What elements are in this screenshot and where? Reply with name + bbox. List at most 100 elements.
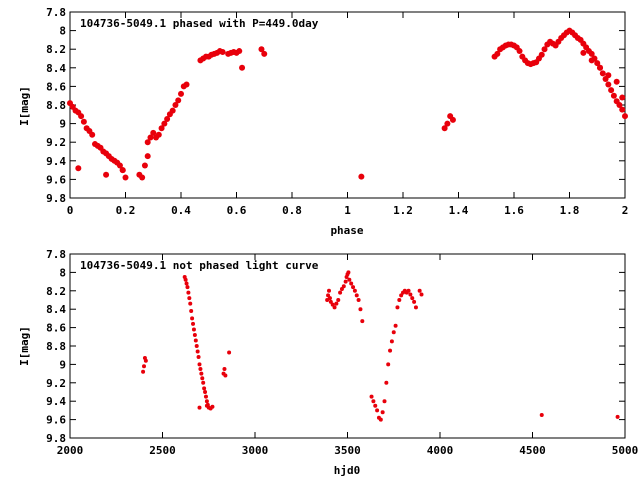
- y-tick-label: 9.4: [46, 395, 66, 408]
- data-point: [239, 64, 246, 71]
- x-tick-label: 1.8: [560, 204, 580, 217]
- data-points: [141, 270, 620, 422]
- y-tick-label: 9.8: [46, 432, 66, 445]
- data-point: [200, 376, 205, 381]
- data-point: [378, 417, 383, 422]
- data-point: [119, 167, 126, 174]
- data-point: [236, 48, 243, 55]
- data-point: [147, 134, 154, 141]
- x-tick-label: 1.4: [449, 204, 469, 217]
- data-point: [194, 344, 199, 348]
- data-point: [191, 321, 196, 326]
- data-point: [161, 120, 168, 127]
- y-axis-ticks: 7.8 8 8.2 8.4 8.6 8.8 9 9.2 9.4 9.6 9.8: [46, 248, 625, 445]
- data-point: [336, 298, 341, 302]
- data-point: [210, 404, 215, 409]
- data-point: [150, 129, 157, 136]
- y-tick-label: 9: [59, 358, 66, 371]
- data-point: [605, 72, 612, 79]
- data-point: [343, 279, 348, 284]
- plot-title: 104736-5049.1 not phased light curve: [80, 259, 319, 272]
- data-point: [164, 115, 171, 122]
- data-point: [191, 327, 196, 332]
- data-point: [144, 139, 151, 146]
- data-point: [375, 408, 380, 413]
- x-tick-label: 5000: [612, 444, 639, 457]
- x-tick-label: 4000: [427, 444, 454, 457]
- data-point: [406, 288, 411, 293]
- data-point: [178, 90, 184, 97]
- y-tick-label: 8.4: [46, 303, 66, 316]
- data-point: [202, 386, 207, 391]
- data-point: [389, 339, 394, 344]
- data-point: [393, 323, 398, 328]
- data-point: [441, 125, 448, 132]
- data-point: [199, 371, 204, 376]
- x-axis-ticks: 2000 2500 3000 3500 4000 4500 5000: [57, 254, 639, 457]
- data-point: [141, 162, 148, 169]
- data-point: [142, 364, 146, 369]
- data-point: [417, 288, 422, 293]
- data-point: [89, 131, 96, 138]
- data-point: [203, 394, 208, 399]
- data-point: [408, 292, 413, 297]
- data-point: [192, 332, 197, 337]
- data-point: [413, 305, 418, 310]
- data-point: [605, 81, 612, 88]
- data-point: [80, 118, 87, 125]
- data-point: [75, 165, 82, 172]
- x-tick-label: 3000: [242, 444, 269, 457]
- data-point: [184, 281, 189, 286]
- data-point: [155, 131, 162, 138]
- x-tick-label: 1.2: [393, 204, 413, 217]
- data-point: [419, 292, 424, 297]
- y-axis-label: I[mag]: [18, 326, 31, 366]
- data-point: [616, 102, 623, 108]
- x-tick-label: 2000: [57, 444, 84, 457]
- data-point: [539, 413, 544, 417]
- data-point: [347, 277, 352, 282]
- x-tick-label: 4500: [519, 444, 546, 457]
- x-axis-label: hjd0: [334, 464, 361, 477]
- data-point: [622, 113, 628, 120]
- data-point: [183, 277, 188, 282]
- data-point: [186, 290, 191, 295]
- data-point: [175, 97, 182, 104]
- data-point: [193, 338, 198, 343]
- y-tick-label: 9.6: [46, 173, 66, 186]
- x-tick-label: 1.6: [504, 204, 524, 217]
- y-tick-label: 8.4: [46, 62, 66, 75]
- y-tick-label: 8.6: [46, 322, 66, 335]
- y-axis-ticks: 7.8 8 8.2 8.4 8.6 8.8 9 9.2 9.4 9.6 9.8: [46, 6, 625, 205]
- data-points: [67, 27, 628, 181]
- data-point: [197, 362, 202, 367]
- data-point: [144, 153, 151, 160]
- x-tick-label: 0.8: [282, 204, 302, 217]
- unphased-light-curve-panel: 7.8 8 8.2 8.4 8.6 8.8 9 9.2 9.4 9.6 9.8 2000 2500 30…: [18, 248, 638, 477]
- data-point: [444, 120, 451, 127]
- data-point: [410, 296, 415, 301]
- data-point: [197, 405, 202, 410]
- data-point: [139, 174, 146, 181]
- y-tick-label: 8.8: [46, 340, 66, 353]
- data-point: [449, 116, 456, 123]
- data-point: [594, 60, 601, 67]
- x-tick-label: 3500: [334, 444, 361, 457]
- y-tick-label: 9.8: [46, 192, 66, 205]
- y-tick-label: 9.2: [46, 136, 66, 149]
- data-point: [198, 367, 203, 371]
- x-tick-label: 2500: [149, 444, 176, 457]
- data-point: [597, 64, 604, 71]
- data-point: [358, 307, 363, 312]
- data-point: [615, 414, 620, 419]
- y-tick-label: 8.8: [46, 99, 66, 112]
- data-point: [382, 399, 387, 404]
- y-axis-label: I[mag]: [18, 86, 31, 126]
- data-point: [341, 284, 346, 289]
- data-point: [388, 348, 393, 353]
- data-point: [541, 46, 548, 53]
- data-point: [201, 380, 206, 385]
- data-point: [116, 162, 123, 169]
- data-point: [619, 94, 626, 101]
